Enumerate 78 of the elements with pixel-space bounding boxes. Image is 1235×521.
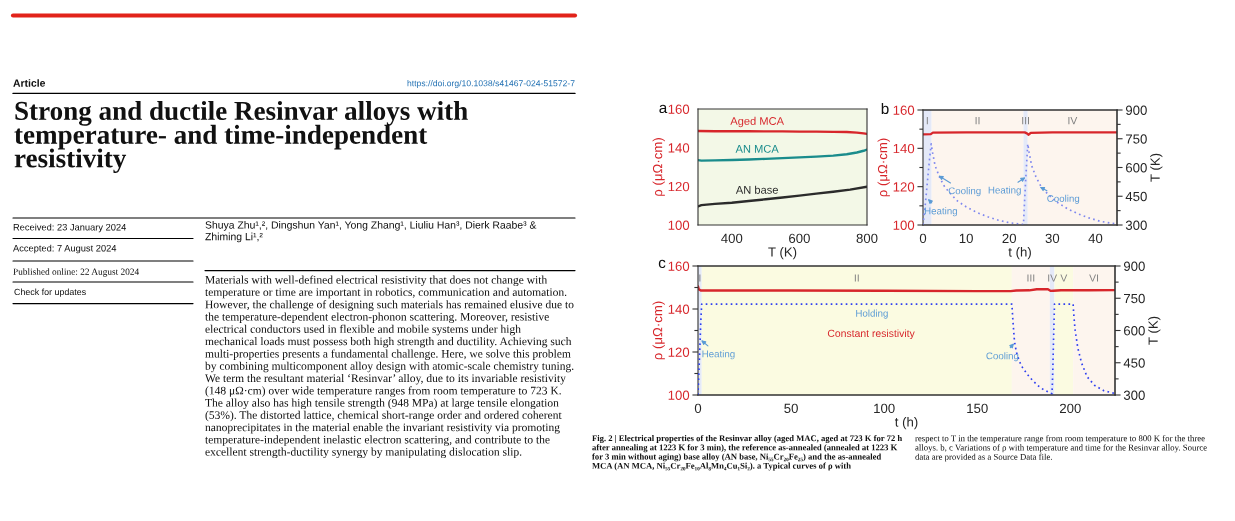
annotation: Cooling	[986, 352, 1019, 362]
y-tick-label: 120	[893, 182, 915, 192]
x-axis-title: T (K)	[768, 247, 797, 260]
x-tick-label: 0	[694, 403, 702, 414]
series-label: Aged MCA	[730, 116, 784, 128]
y-tick-label: 160	[893, 105, 915, 115]
y-tick-label: 100	[893, 220, 915, 230]
band-label: II	[854, 274, 859, 282]
text: Check for updates	[14, 288, 86, 297]
y2-tick-label: 600	[1126, 163, 1147, 173]
y2-axis-title: T (K)	[1150, 153, 1163, 182]
annotation: Heating	[988, 186, 1021, 196]
text: Received: 23 January 2024	[13, 223, 127, 233]
y2-tick-label: 450	[1125, 191, 1147, 202]
band-label: IV	[1068, 117, 1078, 125]
band-label: V	[1060, 274, 1068, 282]
x-tick-label: 400	[721, 233, 743, 244]
y2-tick-label: 600	[1124, 326, 1145, 336]
x-tick-label: 40	[1088, 233, 1103, 244]
annotation: Heating	[924, 207, 957, 217]
x-tick-label: 150	[967, 403, 988, 414]
y-tick-label: 140	[668, 304, 690, 314]
x-tick-label: 200	[1059, 403, 1081, 414]
series-label: AN base	[735, 185, 778, 194]
y2-tick-label: 900	[1125, 105, 1147, 115]
y-axis-title: ρ (μΩ·cm)	[652, 301, 665, 360]
band-label: III	[1027, 274, 1035, 282]
text: Published online: 22 August 2024	[13, 268, 139, 277]
chart-title: a	[659, 104, 668, 114]
y2-tick-label: 750	[1124, 293, 1145, 304]
x-tick-label: 30	[1045, 233, 1060, 244]
y-axis-title: ρ (μΩ·cm)	[877, 138, 890, 197]
band-label: IV	[1048, 274, 1058, 282]
annotation: Cooling	[948, 187, 981, 197]
band-label: I	[699, 274, 701, 282]
y-tick-label: 120	[668, 347, 690, 357]
text: Article	[13, 79, 46, 87]
x-tick-label: 20	[1002, 233, 1017, 244]
y-tick-label: 140	[668, 143, 690, 153]
y2-tick-label: 300	[1123, 390, 1145, 400]
text: Materials with well-defined electrical resistivity that does not change with temperature or time are important in robotics, communication and automation. However, the challenge of designing such materials has remained elusive due to the temperature-dependent electron-phonon scattering. Moreover, resistive electrical conductors used in flexible and mobile systems under high mechanical loads must possess both high strength and ductility. Achieving such multi-properties presents a fundamental challenge. Here, we solve this problem by combining multicomponent alloy design with atomic-scale chemistry tuning. We term the resultant material ‘Resinvar’ alloy, due to its invariable resistivity (148 μΩ·cm) over wide temperature ranges from room temperature to 723 K. The alloy also has high tensile strength (948 MPa) at large tensile elongation (53%). The distorted lattice, chemical short-range order and ordered coherent nanoprecipitates in the material enable the invariant resistivity via promoting temperature-independent inelastic electron scattering, and contribute to the excellent strength-ductility synergy by manipulating dislocation slip.	[205, 275, 574, 459]
y-tick-label: 160	[668, 104, 690, 114]
caption: Fig. 2 | Electrical properties of the Resinvar alloy (aged MAC, aged at 723 K for 72 h after annealing at 1223 K for 3 min), the reference as-annealed (annealed at 1223 K for 3 min without aging) base alloy (AN base, Ni₅₅Cr₂₀Fe₂₅) and the as-annealed MCA (AN MCA, Ni₅₅Cr₂₀Fe₁₀Al₈Mn₄Cu₁Si₂). a Typical curves of ρ with	[592, 435, 903, 471]
x-axis-title: t (h)	[1008, 247, 1031, 260]
x-tick-label: 50	[784, 403, 798, 414]
x-tick-label: 600	[789, 233, 810, 244]
y2-tick-label: 900	[1123, 261, 1145, 271]
text: Shuya Zhu¹,², Dingshun Yan¹, Yong Zhang¹, Liuliu Han³, Dierk Raabe³ & Zhiming Li¹,²	[205, 221, 537, 243]
text: Strong and ductile Resinvar alloys with temperature- and time-independent resistivity	[14, 101, 468, 174]
y2-tick-label: 750	[1126, 134, 1147, 144]
annotation: Constant resistivity	[827, 329, 915, 340]
y2-axis-title: T (K)	[1148, 316, 1161, 345]
annotation: Heating	[702, 350, 735, 360]
x-tick-label: 800	[856, 233, 878, 244]
x-tick-label: 0	[919, 233, 927, 244]
x-axis-title: t (h)	[894, 417, 918, 430]
band-label: II	[975, 117, 980, 125]
y-tick-label: 100	[668, 390, 690, 400]
y-tick-label: 100	[668, 220, 690, 230]
chart-title: c	[658, 259, 666, 269]
y2-tick-label: 450	[1123, 358, 1145, 368]
band-label: I	[926, 117, 928, 125]
annotation: Holding	[856, 309, 888, 319]
text: respect to T in the temperature range from room temperature to 800 K for the three alloys. b, c Variations of ρ with temperature and time for the Resinvar alloy. Source data are provided as a Source Data file.	[915, 435, 1207, 462]
text: Accepted: 7 August 2024	[13, 244, 117, 254]
band-label: VI	[1089, 274, 1099, 282]
chart-title: b	[881, 102, 889, 115]
y2-tick-label: 300	[1125, 220, 1147, 230]
band-label: III	[1022, 117, 1029, 125]
y-tick-label: 120	[668, 181, 690, 192]
y-tick-label: 160	[668, 261, 690, 271]
y-axis-title: ρ (μΩ·cm)	[652, 138, 665, 196]
annotation: Cooling	[1047, 194, 1080, 204]
text: https://doi.org/10.1038/s41467-024-51572-7	[407, 79, 575, 89]
series-label: AN MCA	[735, 144, 779, 153]
x-tick-label: 10	[959, 233, 973, 244]
x-tick-label: 100	[874, 403, 895, 414]
y-tick-label: 140	[893, 143, 915, 154]
